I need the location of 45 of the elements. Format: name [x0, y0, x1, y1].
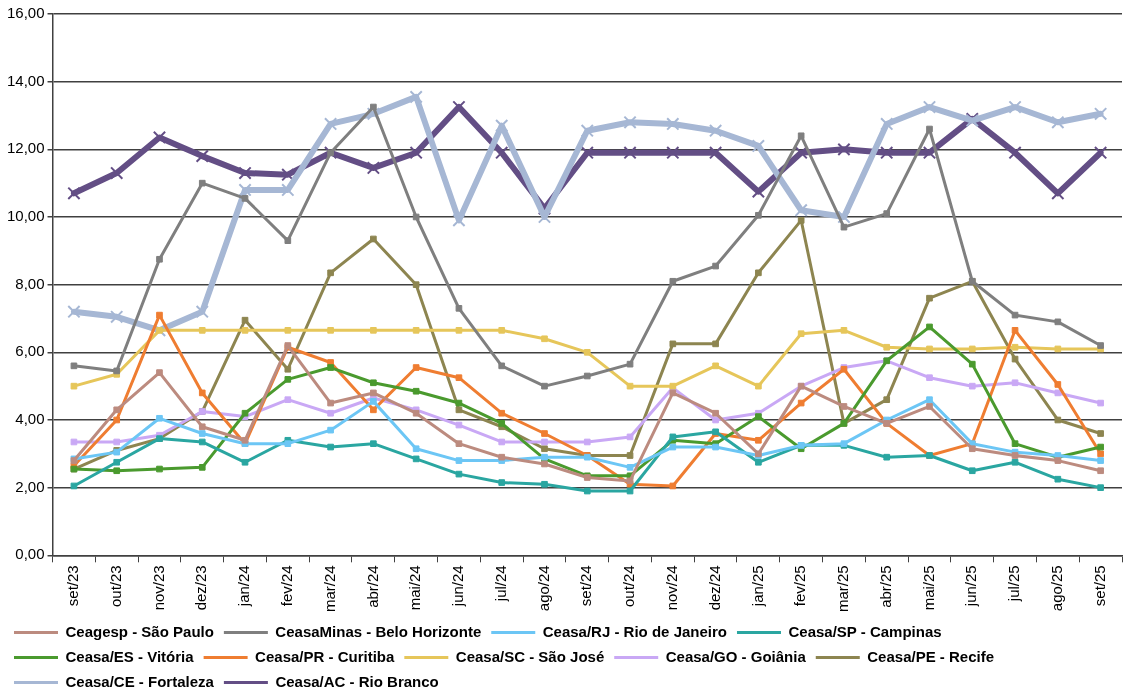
legend-label: Ceasa/SP - Campinas: [788, 622, 942, 640]
x-tick-label: jul/25: [1005, 565, 1023, 603]
x-tick-label: jun/25: [962, 565, 980, 608]
legend-label: Ceasa/RJ - Rio de Janeiro: [542, 622, 727, 640]
y-tick-label: 12,00: [6, 139, 45, 157]
x-tick-label: set/24: [577, 565, 595, 607]
legend-label: Ceagesp - São Paulo: [65, 622, 214, 640]
x-tick-label: jun/24: [449, 565, 467, 608]
legend-label: Ceasa/ES - Vitória: [65, 647, 195, 665]
x-tick-label: mar/24: [320, 565, 338, 612]
y-tick-label: 16,00: [6, 4, 45, 22]
x-tick-label: out/24: [620, 565, 638, 608]
legend-label: Ceasa/AC - Rio Branco: [275, 672, 439, 690]
x-tick-label: jan/24: [235, 565, 253, 608]
x-tick-label: set/23: [64, 565, 82, 607]
legend-label: Ceasa/GO - Goiânia: [665, 647, 807, 665]
legend-label: Ceasa/CE - Fortaleza: [65, 672, 215, 690]
x-tick-label: mar/25: [834, 565, 852, 612]
x-tick-label: abr/25: [876, 565, 894, 608]
y-tick-label: 14,00: [6, 71, 45, 89]
y-tick-label: 6,00: [15, 342, 45, 360]
x-tick-label: abr/24: [363, 565, 381, 608]
legend-label: Ceasa/PR - Curitiba: [255, 647, 395, 665]
x-tick-label: dez/23: [192, 565, 210, 611]
x-tick-label: set/25: [1090, 565, 1108, 607]
x-tick-label: fev/25: [791, 565, 809, 607]
y-tick-label: 2,00: [15, 477, 45, 495]
x-tick-label: jan/25: [748, 565, 766, 608]
x-tick-label: mai/25: [919, 565, 937, 611]
x-tick-label: ago/24: [534, 565, 552, 612]
y-tick-label: 8,00: [15, 274, 45, 292]
x-tick-label: nov/24: [662, 565, 680, 611]
legend-label: Ceasa/SC - São José: [455, 647, 605, 665]
legend-label: CeasaMinas - Belo Horizonte: [275, 622, 482, 640]
x-tick-label: nov/23: [149, 565, 167, 611]
x-tick-label: out/23: [106, 565, 124, 608]
y-tick-label: 4,00: [15, 410, 45, 428]
x-tick-label: dez/24: [705, 565, 723, 611]
y-tick-label: 0,00: [15, 545, 45, 563]
y-tick-label: 10,00: [6, 207, 45, 225]
x-tick-label: ago/25: [1047, 565, 1065, 612]
legend-label: Ceasa/PE - Recife: [867, 647, 994, 665]
x-tick-label: jul/24: [491, 565, 509, 603]
x-tick-label: mai/24: [406, 565, 424, 611]
x-tick-label: fev/24: [277, 565, 295, 607]
